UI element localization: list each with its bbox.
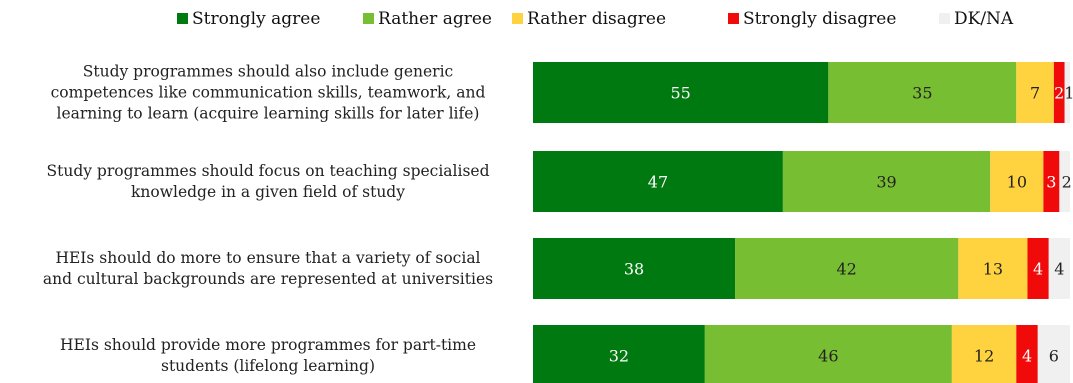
data-label: 32 [609, 347, 629, 366]
bar-segment [533, 62, 829, 123]
category-label-line: competences like communication skills, t… [51, 84, 486, 102]
data-label: 4 [1022, 347, 1032, 366]
bar-segment [533, 151, 783, 212]
category-label-line: Study programmes should focus on teachin… [46, 162, 489, 180]
category-labels: Study programmes should also include gen… [43, 63, 493, 376]
bars: 55 35 7 2 147 39 10 3 238 42 13 4 432 46 12 4 6 [533, 62, 1073, 383]
legend-swatch-0 [177, 13, 188, 24]
data-label: 42 [837, 260, 857, 279]
legend-label: Strongly agree [192, 9, 320, 29]
data-label: 38 [624, 260, 644, 279]
data-label: 13 [983, 260, 1003, 279]
legend-label: Rather disagree [527, 9, 666, 29]
bar-segment [1053, 62, 1065, 123]
legend-swatch-2 [512, 13, 523, 24]
bar-segment [828, 62, 1017, 123]
legend-label: DK/NA [954, 9, 1014, 29]
category-label-line: HEIs should provide more programmes for … [60, 336, 476, 354]
bar-segment [1016, 325, 1038, 383]
bar-segment [1059, 151, 1070, 212]
bar-segment [704, 325, 952, 383]
bar-segment [1016, 62, 1054, 123]
data-label: 35 [912, 84, 932, 103]
data-label: 2 [1054, 84, 1064, 103]
legend-swatch-3 [728, 13, 739, 24]
data-label: 1 [1064, 84, 1073, 103]
data-label: 4 [1054, 260, 1064, 279]
data-label: 39 [876, 173, 896, 192]
legend-swatch-1 [363, 13, 374, 24]
data-label: 6 [1049, 347, 1059, 366]
data-label: 47 [648, 173, 668, 192]
bar-segment [951, 325, 1017, 383]
category-label-line: Study programmes should also include gen… [83, 63, 453, 81]
bar-segment [958, 238, 1028, 299]
category-label-line: learning to learn (acquire learning skil… [57, 105, 480, 123]
bar-segment [1027, 238, 1049, 299]
bar-segment [735, 238, 959, 299]
data-label: 12 [974, 347, 994, 366]
data-label: 3 [1046, 173, 1056, 192]
bar-segment [533, 238, 736, 299]
bar-segment [1037, 325, 1070, 383]
legend-label: Strongly disagree [743, 9, 896, 29]
category-label-line: HEIs should do more to ensure that a var… [55, 249, 480, 267]
bar-segment [782, 151, 991, 212]
legend: Strongly agree Rather agree Rather disagre… [177, 9, 1014, 29]
data-label: 4 [1033, 260, 1043, 279]
data-label: 46 [818, 347, 838, 366]
data-label: 55 [670, 84, 690, 103]
legend-label: Rather agree [378, 9, 492, 29]
bar-segment [1064, 62, 1070, 123]
bar-segment [1048, 238, 1070, 299]
data-label: 7 [1030, 84, 1040, 103]
data-label: 2 [1062, 173, 1072, 192]
data-label: 10 [1007, 173, 1027, 192]
legend-swatch-4 [939, 13, 950, 24]
category-label-line: and cultural backgrounds are represented… [43, 270, 493, 288]
category-label-line: knowledge in a given field of study [131, 183, 405, 201]
category-label-line: students (lifelong learning) [161, 357, 375, 375]
bar-segment [1043, 151, 1060, 212]
bar-segment [990, 151, 1044, 212]
bar-segment [533, 325, 705, 383]
